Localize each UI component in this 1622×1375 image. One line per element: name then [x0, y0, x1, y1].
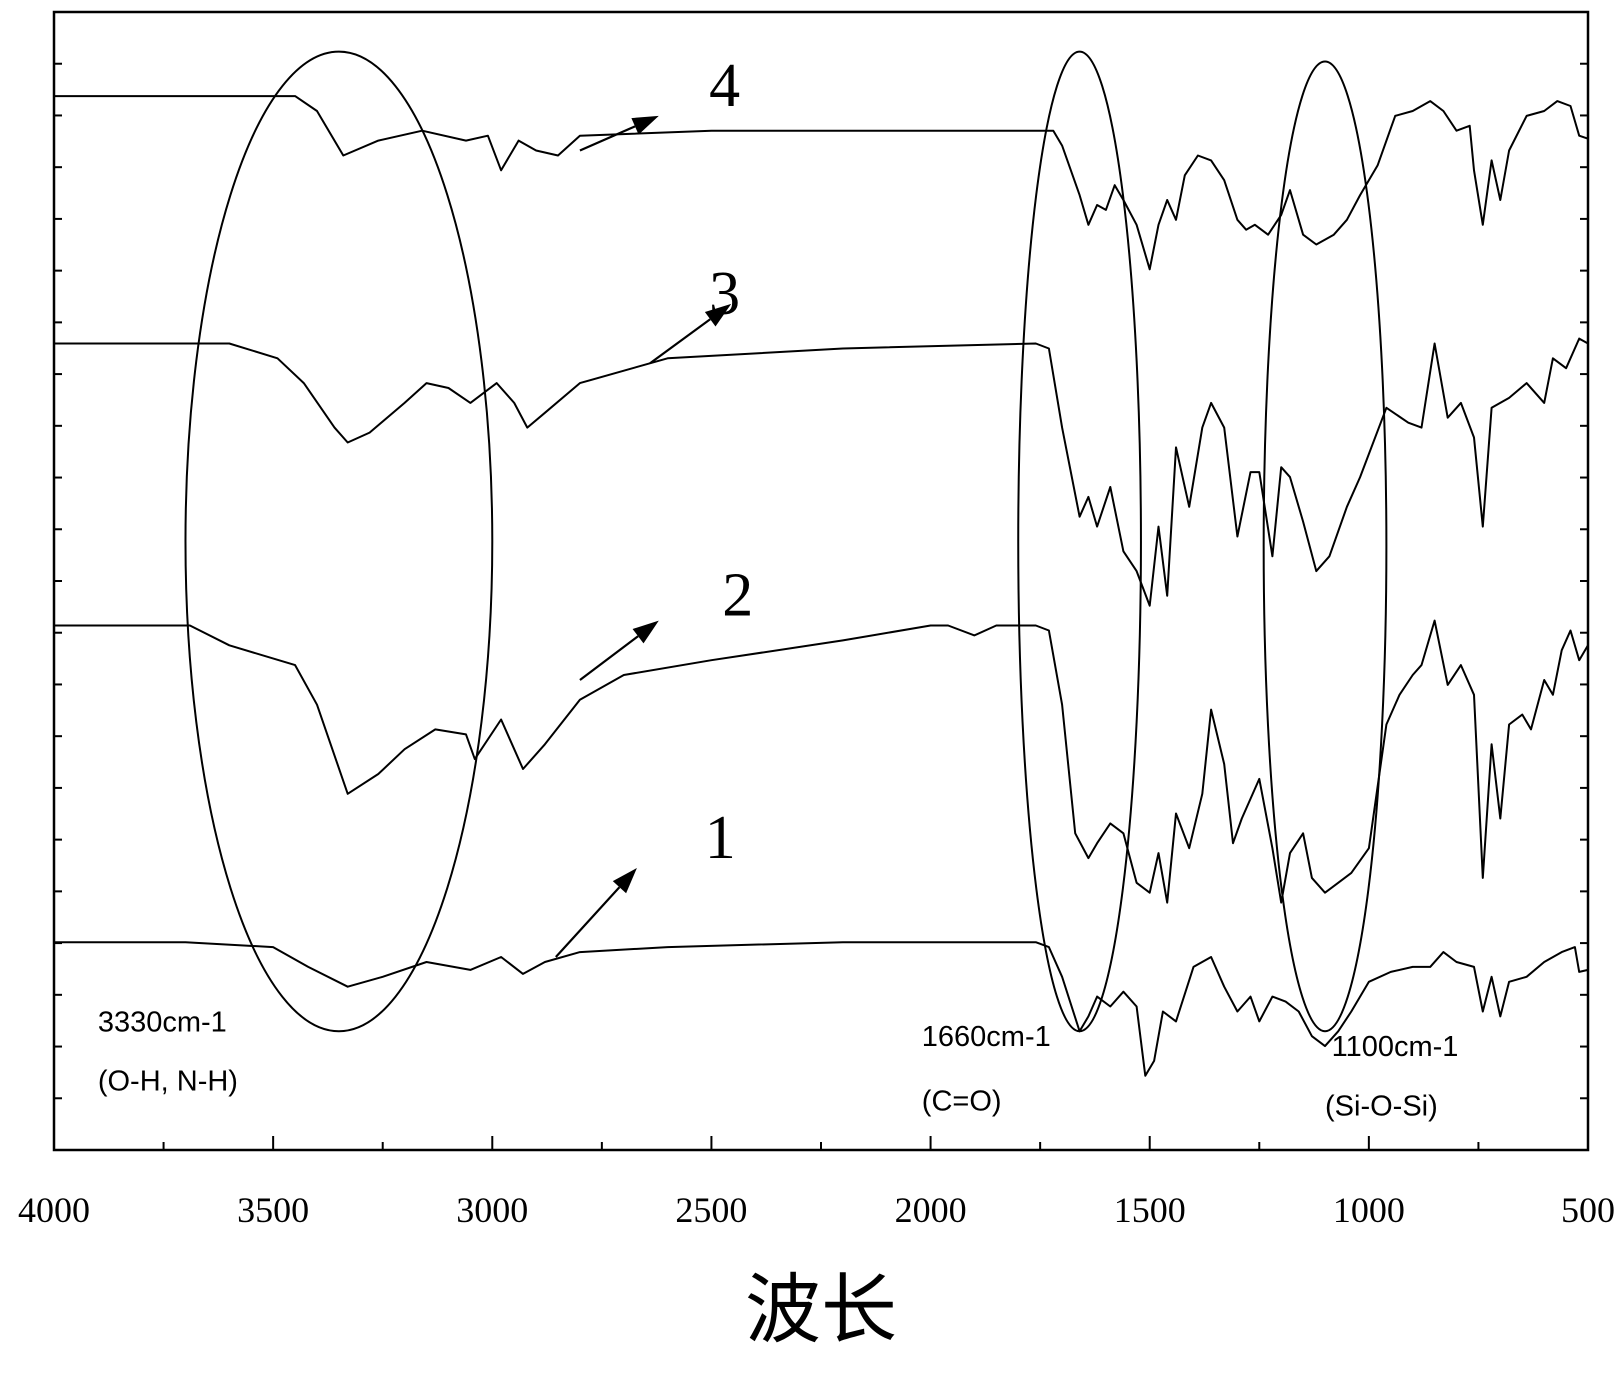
series-arrow-4	[579, 125, 636, 152]
x-tick-label: 3500	[237, 1190, 309, 1230]
x-tick-label: 4000	[18, 1190, 90, 1230]
peak-ellipses	[184, 50, 1388, 1033]
spectrum-traces	[54, 95, 1589, 1077]
series-label-1: 1	[705, 804, 736, 872]
peak-annotation: 1100cm-1	[1332, 1031, 1459, 1063]
series-arrows	[555, 115, 732, 958]
peak-ellipse	[1262, 60, 1388, 1033]
peak-annotation: (Si-O-Si)	[1325, 1090, 1438, 1122]
peak-annotations: 3330cm-1 (O-H, N-H) 1660cm-1 (C=O) 1100cm-1 (…	[98, 1006, 1459, 1122]
arrow-head-icon	[631, 115, 659, 135]
series-arrow-1	[555, 886, 621, 958]
arrow-head-icon	[612, 868, 637, 894]
x-tick-label: 1000	[1333, 1190, 1405, 1230]
x-axis-label: 波长	[745, 1265, 897, 1354]
series-label-3: 3	[709, 260, 740, 328]
peak-ellipse	[184, 50, 494, 1033]
arrow-head-icon	[704, 303, 732, 327]
spectrum-line-4	[54, 95, 1589, 271]
x-tick-label: 1500	[1114, 1190, 1186, 1230]
spectrum-line-3	[54, 337, 1589, 607]
peak-annotation: (O-H, N-H)	[98, 1066, 238, 1098]
series-arrow-3	[649, 318, 711, 365]
peak-ellipse	[1017, 50, 1142, 1033]
spectrum-line-2	[54, 619, 1589, 904]
peak-annotation: (C=O)	[922, 1085, 1002, 1117]
peak-annotation: 3330cm-1	[98, 1006, 227, 1038]
x-tick-label: 2000	[895, 1190, 967, 1230]
arrow-head-icon	[632, 620, 659, 644]
x-tick-label: 500	[1561, 1190, 1615, 1230]
series-arrow-2	[579, 635, 639, 681]
series-label-2: 2	[722, 562, 753, 630]
peak-annotation: 1660cm-1	[922, 1021, 1051, 1053]
x-tick-label: 2500	[675, 1190, 747, 1230]
x-tick-labels: 4000 3500 3000 2500 2000 1500 1000 500	[18, 1190, 1615, 1230]
axis-ticks	[53, 62, 1589, 1150]
series-labels: 1 2 3 4	[705, 52, 754, 872]
series-label-4: 4	[709, 52, 740, 120]
spectrum-line-1	[54, 941, 1589, 1077]
plot-frame	[52, 10, 1590, 1152]
x-tick-label: 3000	[456, 1190, 528, 1230]
